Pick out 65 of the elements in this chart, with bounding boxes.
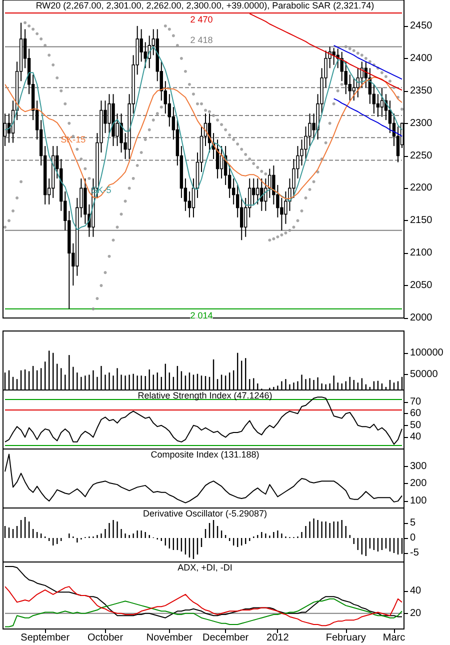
y-tick-label: 200 xyxy=(410,478,428,490)
ref-line-label: 2 014 xyxy=(190,310,213,320)
candlestick xyxy=(252,178,256,205)
chart-title: Derivative Oscillator (-5.29087) xyxy=(142,508,268,518)
y-tick-label: 100 xyxy=(410,496,428,507)
candlestick xyxy=(192,178,196,218)
x-tick-label: December xyxy=(202,632,250,644)
line-series xyxy=(4,598,402,628)
candlestick xyxy=(300,139,304,166)
y-tick-label: 5 xyxy=(410,518,416,528)
candlestick xyxy=(140,28,143,62)
candlestick xyxy=(120,113,123,154)
candlestick xyxy=(380,87,384,118)
x-tick-label: November xyxy=(146,632,194,644)
candlestick xyxy=(240,197,244,241)
chart-title: Composite Index (131.188) xyxy=(150,450,260,460)
x-tick-label: September xyxy=(20,632,70,644)
ref-line-label: 2 470 xyxy=(190,14,213,24)
candlestick xyxy=(352,77,356,102)
y-tick-label: 2250 xyxy=(410,150,433,162)
y-tick-label: 2100 xyxy=(410,248,433,259)
y-tick-label: 0 xyxy=(410,532,416,544)
candlestick xyxy=(256,178,260,205)
candlestick xyxy=(348,74,352,102)
candlestick xyxy=(340,51,344,82)
candlestick xyxy=(304,126,308,160)
y-tick-label: 300 xyxy=(410,460,428,472)
y-tick-label: 2400 xyxy=(410,52,433,64)
candlestick xyxy=(232,178,236,205)
line-series xyxy=(4,586,402,626)
y-tick-label: 2150 xyxy=(410,215,433,226)
ref-line-label: 2 418 xyxy=(190,35,213,46)
candlestick xyxy=(188,190,192,218)
y-tick-label: 70 xyxy=(410,396,422,408)
x-tick-label: 2012 xyxy=(266,632,290,644)
y-tick-label: 50 xyxy=(410,420,422,431)
x-tick-label: February xyxy=(326,632,366,644)
candlestick xyxy=(332,48,336,66)
y-tick-label: 2450 xyxy=(410,20,433,32)
y-tick-label: 40 xyxy=(410,586,422,597)
chart-title: RW20 (2,267.00, 2,301.00, 2,262.00, 2,300.00, +39.0000), Parabolic SAR (2,321.74) xyxy=(36,0,374,10)
y-tick-label: 2300 xyxy=(410,118,433,129)
candlestick xyxy=(268,168,272,198)
x-tick-label: October xyxy=(87,632,124,644)
x-tick-label: Marc xyxy=(382,632,406,644)
candlestick xyxy=(396,126,400,163)
candlestick xyxy=(376,94,380,118)
candlestick xyxy=(108,94,111,134)
chart-title: ADX, +DI, -DI xyxy=(178,562,232,572)
y-tick-label: 60 xyxy=(410,408,422,420)
y-tick-label: -5 xyxy=(410,548,420,558)
y-tick-label: 40 xyxy=(410,432,422,443)
candlestick xyxy=(168,94,172,128)
chart-title: Relative Strength Index (47.1246) xyxy=(138,390,272,400)
candlestick xyxy=(280,197,284,231)
y-tick-label: 2350 xyxy=(410,85,433,96)
y-tick-label: 50000 xyxy=(410,369,438,380)
candlestick xyxy=(144,42,147,69)
y-tick-label: 2200 xyxy=(410,182,433,194)
line-series xyxy=(333,44,402,80)
y-tick-label: 2050 xyxy=(410,280,433,292)
candlestick xyxy=(344,61,348,95)
y-tick-label: 20 xyxy=(410,608,422,619)
y-tick-label: 2000 xyxy=(410,312,433,324)
y-tick-label: 100000 xyxy=(410,347,444,358)
